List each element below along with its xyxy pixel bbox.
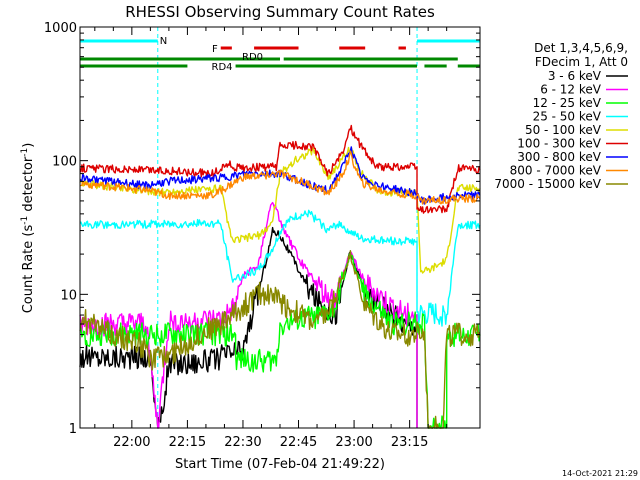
y-axis-label-mid: detector (21, 156, 36, 216)
y-tick-label: 1 (69, 422, 77, 437)
chart-title: RHESSI Observing Summary Count Rates (125, 3, 435, 21)
y-axis-label-sup-1: -1 (20, 216, 30, 225)
legend-header-line-1: Det 1,3,4,5,6,9, (534, 41, 628, 55)
y-tick-label: 100 (52, 155, 77, 170)
footer-timestamp: 14-Oct-2021 21:29 (562, 469, 638, 478)
series-group (79, 124, 481, 429)
flag-bars: N F RD0 RD4 (80, 27, 480, 428)
y-axis-label-end: ) (21, 143, 36, 148)
series-line-8 (79, 249, 481, 429)
night-label: N (160, 36, 167, 47)
series-line-3 (79, 209, 481, 327)
x-tick-label: 22:45 (280, 435, 317, 450)
y-axis-label-start: Count Rate (s (21, 225, 36, 314)
legend-entry-label: 25 - 50 keV (533, 110, 602, 124)
legend-entry-label: 300 - 800 keV (517, 150, 601, 164)
series-line-5 (79, 124, 481, 214)
y-tick-label: 1000 (44, 21, 77, 36)
x-tick-label: 22:30 (224, 435, 261, 450)
legend-entry-label: 50 - 100 keV (525, 123, 602, 137)
x-tick-label: 23:00 (335, 435, 372, 450)
legend-entry-label: 800 - 7000 keV (510, 164, 602, 178)
legend-entry-label: 7000 - 15000 keV (494, 177, 601, 191)
x-tick-label: 22:00 (113, 435, 150, 450)
legend-entry-label: 12 - 25 keV (533, 96, 602, 110)
x-axis-label: Start Time (07-Feb-04 21:49:22) (175, 457, 385, 472)
axis-ticks: 1 10 100 1000 22:00 22:15 22:30 22:45 23:00 23:15 (44, 21, 480, 450)
legend-entry-label: 100 - 300 keV (517, 137, 601, 151)
rd0-label: RD0 (242, 52, 263, 63)
rd4-label: RD4 (212, 62, 233, 73)
x-tick-label: 22:15 (169, 435, 206, 450)
y-axis-label-sup-2: -1 (20, 148, 30, 157)
series-line-7 (79, 150, 481, 205)
y-tick-label: 10 (60, 288, 77, 303)
legend-entry-label: 3 - 6 keV (548, 69, 602, 83)
y-axis-label: Count Rate (s-1 detector-1) (20, 143, 36, 314)
x-tick-label: 23:15 (391, 435, 428, 450)
legend-header-line-2: FDecim 1, Att 0 (535, 55, 628, 69)
legend-entry-label: 6 - 12 keV (540, 83, 602, 97)
flare-label: F (212, 44, 218, 55)
